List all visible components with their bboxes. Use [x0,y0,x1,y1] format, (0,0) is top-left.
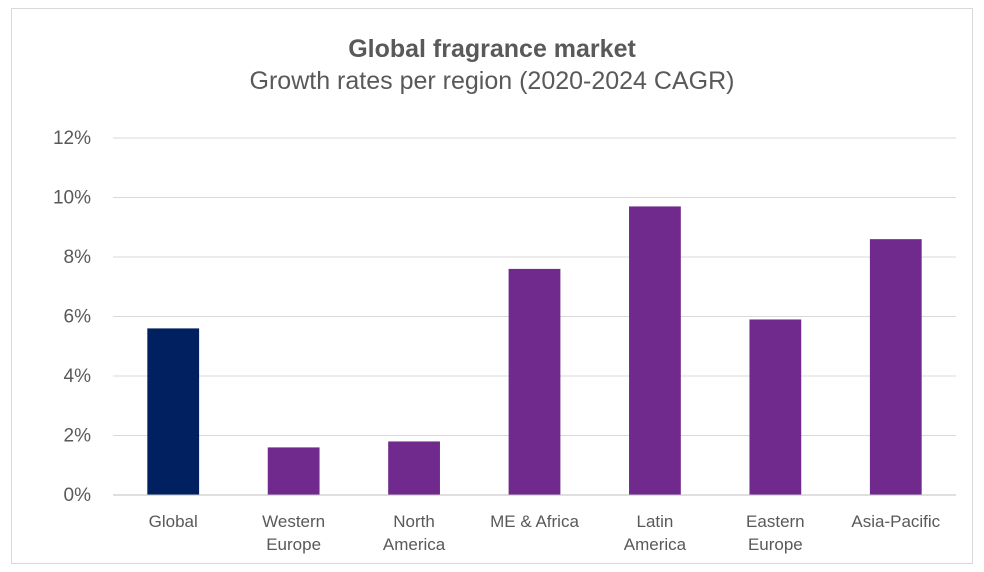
x-category-label: ME & Africa [490,512,579,531]
y-axis-tick-labels: 0% 2% 4% 6% 8% 10% 12% [53,128,91,506]
y-tick-label: 12% [53,128,91,149]
y-tick-label: 4% [64,366,92,387]
y-tick-label: 0% [64,485,92,506]
bar-me-africa [508,268,561,495]
y-tick-label: 2% [64,426,92,447]
y-tick-label: 6% [64,307,92,328]
bar-global [147,328,200,495]
bars [147,206,922,496]
y-tick-label: 10% [53,188,91,209]
x-category-label: Europe [266,535,321,554]
chart-subtitle: Growth rates per region (2020-2024 CAGR) [249,67,735,95]
x-category-label: Western [262,512,325,531]
x-category-label: America [624,535,687,554]
y-tick-label: 8% [64,247,92,268]
x-category-label: Latin [636,512,673,531]
x-axis-category-labels: Global Western Europe North America ME & Afri… [149,512,941,554]
bar-north-america [388,441,440,495]
bar-eastern-europe [749,319,802,495]
bar-asia-pacific [869,239,922,495]
x-category-label: Global [149,512,198,531]
x-category-label: Europe [748,535,803,554]
x-category-label: Eastern [746,512,805,531]
x-category-label: North [393,512,435,531]
x-category-label: Asia-Pacific [851,512,940,531]
chart-title: Global fragrance market [348,35,636,63]
x-category-label: America [383,535,446,554]
bar-latin-america [629,206,681,496]
bar-western-europe [267,447,320,495]
